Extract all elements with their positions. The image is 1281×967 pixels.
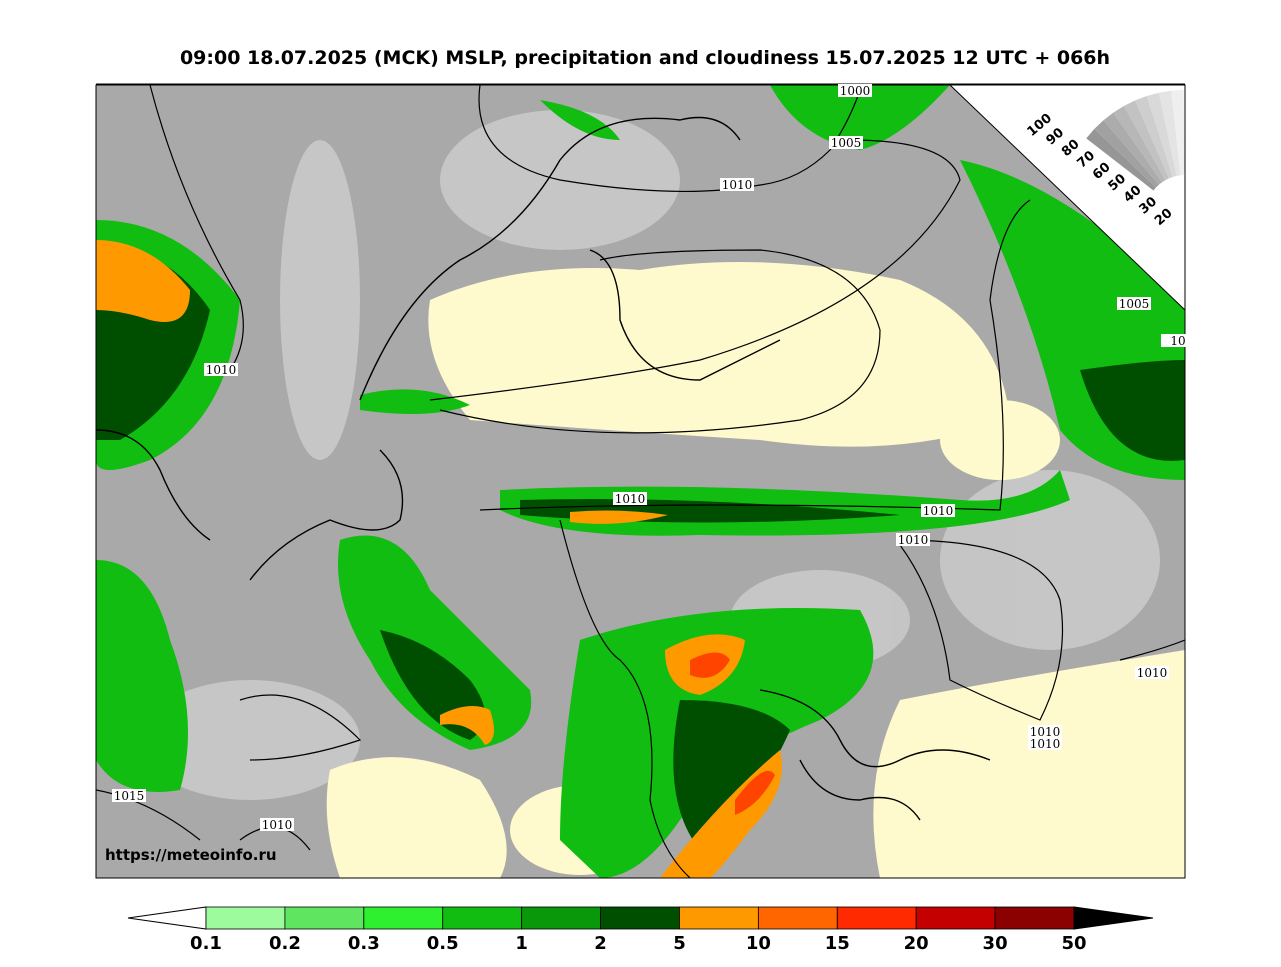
colorbar-label: 10 — [746, 933, 771, 954]
colorbar-swatch — [442, 906, 523, 930]
cloud-scale-sector — [1103, 112, 1163, 185]
isobar-label-bg — [260, 818, 294, 831]
map-edge — [949, 84, 1186, 311]
isobar-label: 1010 — [1030, 737, 1061, 751]
isobar-label-bg — [829, 136, 863, 149]
colorbar-swatch — [205, 906, 286, 930]
colorbar-over — [1073, 906, 1154, 930]
isobar-label: 1010 — [1137, 666, 1168, 680]
isobar-label-bg — [838, 84, 872, 97]
isobar-labels: 1000100510101005101010101010101010101010… — [112, 84, 1195, 832]
cloud-scale-sector — [1171, 90, 1185, 176]
colorbar-label: 1 — [515, 933, 528, 954]
colorbar-swatch — [915, 906, 996, 930]
isobar-label: 1015 — [114, 789, 145, 803]
isobar-label: 10 — [1170, 334, 1185, 348]
colorbar-swatch — [757, 906, 838, 930]
colorbar-label: 20 — [904, 933, 929, 954]
colorbar-label: 50 — [1061, 933, 1086, 954]
colorbar-swatch — [600, 906, 680, 930]
credit: https://meteoinfo.ru — [105, 846, 277, 864]
colorbar-swatch — [521, 906, 601, 930]
colorbar-label: 15 — [825, 933, 850, 954]
colorbar-label: 2 — [594, 933, 607, 954]
cloud-scale-sector — [1135, 95, 1173, 179]
cloud-scale-sector — [1094, 120, 1159, 188]
isobar-label-bg — [112, 789, 146, 802]
isobar-label: 1010 — [898, 533, 929, 547]
isobar-label-bg — [1028, 725, 1062, 738]
colorbar-swatch — [679, 906, 759, 930]
isobar-label-bg — [921, 504, 955, 517]
colorbar-label: 0.1 — [190, 933, 222, 954]
isobar-label: 1010 — [722, 178, 753, 192]
isobar-label: 1005 — [831, 136, 862, 150]
colorbar-swatch — [836, 906, 917, 930]
isobar-label-bg — [204, 363, 238, 376]
title: 09:00 18.07.2025 (MCK) MSLP, precipitati… — [180, 47, 1110, 69]
isobar-label: 1010 — [206, 363, 237, 377]
isobar-label-bg — [1161, 334, 1195, 347]
colorbar-label: 0.3 — [348, 933, 380, 954]
colorbar-label: 30 — [983, 933, 1008, 954]
isobar-label: 1010 — [615, 492, 646, 506]
isobar-label-bg — [1028, 737, 1062, 750]
colorbar: 0.1 0.2 0.3 0.5 1 2 5 10 15 20 30 50 — [127, 906, 1154, 954]
isobar-label-bg — [720, 178, 754, 191]
cloud-scale-sector — [1158, 90, 1181, 176]
colorbar-label: 0.2 — [269, 933, 301, 954]
isobar-label: 1005 — [1119, 297, 1150, 311]
cloud-scale-sector — [1086, 128, 1157, 191]
isobar-label-bg — [613, 492, 647, 505]
map-frame — [95, 84, 1186, 879]
map — [96, 85, 1185, 878]
isobar-label: 1010 — [262, 818, 293, 832]
cloud-scale-sector — [1123, 100, 1170, 181]
cloud-scale-sector — [1146, 92, 1177, 177]
colorbar-swatch — [284, 906, 365, 930]
colorbar-swatch — [994, 906, 1075, 930]
isobar-label-bg — [1117, 297, 1151, 310]
colorbar-label: 0.5 — [427, 933, 459, 954]
colorbar-swatch — [363, 906, 444, 930]
colorbar-label: 5 — [673, 933, 686, 954]
isobar-label: 1010 — [923, 504, 954, 518]
colorbar-under — [127, 906, 207, 930]
cloud-scale-sector — [1113, 105, 1166, 183]
isobar-label-bg — [1135, 666, 1169, 679]
isobar-label: 1010 — [1030, 725, 1061, 739]
isobar-label-bg — [896, 533, 930, 546]
isobar-label: 1000 — [840, 84, 871, 98]
